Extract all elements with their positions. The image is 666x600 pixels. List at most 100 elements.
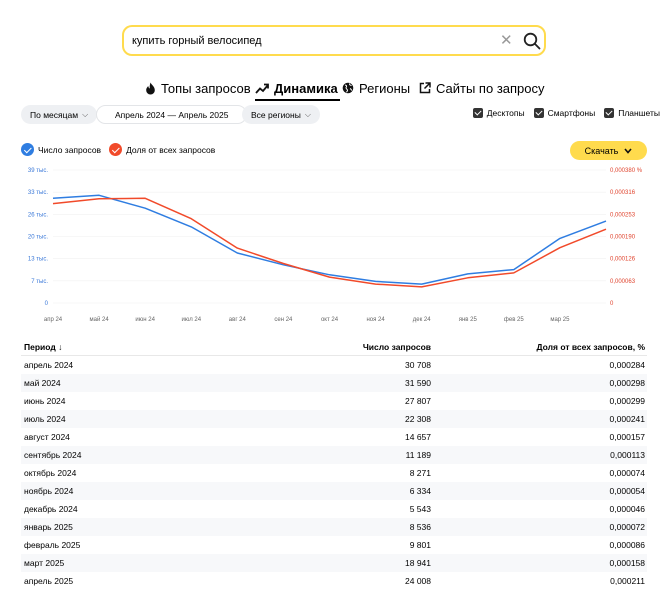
table-row: март 2025 18 941 0,000158 bbox=[21, 554, 647, 572]
tab-label: Топы запросов bbox=[161, 80, 251, 96]
y-right-tick-label: 0,000063 bbox=[610, 279, 636, 285]
x-tick-label: июл 24 bbox=[181, 317, 201, 323]
table-row: февраль 2025 9 801 0,000086 bbox=[21, 536, 647, 554]
cell-period: март 2025 bbox=[24, 558, 65, 568]
download-label: Скачать bbox=[584, 145, 619, 156]
tabs-bar: Топы запросов Динамика Регионы Сайты по … bbox=[0, 78, 666, 101]
date-range-label: Апрель 2024 — Апрель 2025 bbox=[115, 109, 229, 120]
cell-period: ноябрь 2024 bbox=[24, 486, 74, 496]
period-mode-label: По месяцам bbox=[30, 109, 79, 120]
table-row: ноябрь 2024 6 334 0,000054 bbox=[21, 482, 647, 500]
checkbox-tablet[interactable] bbox=[604, 108, 615, 118]
cell-count: 22 308 bbox=[405, 414, 431, 424]
x-tick-label: ноя 24 bbox=[366, 317, 385, 323]
table-row: апрель 2025 24 008 0,000211 bbox=[21, 572, 647, 590]
cell-share: 0,000074 bbox=[609, 468, 645, 478]
table-row: октябрь 2024 8 271 0,000074 bbox=[21, 464, 647, 482]
cell-count: 31 590 bbox=[405, 378, 431, 388]
cell-period: октябрь 2024 bbox=[24, 468, 77, 478]
table-body: апрель 2024 30 708 0,000284 май 2024 31 590 0… bbox=[21, 356, 647, 590]
tab-top-queries[interactable]: Топы запросов bbox=[145, 78, 251, 98]
cell-period: июль 2024 bbox=[24, 414, 66, 424]
x-tick-label: сен 24 bbox=[274, 317, 293, 323]
cell-count: 24 008 bbox=[405, 576, 431, 586]
chevron-down-icon: ⌵ bbox=[82, 109, 89, 119]
cell-count: 8 271 bbox=[409, 468, 431, 478]
cell-period: май 2024 bbox=[24, 378, 61, 388]
cell-share: 0,000284 bbox=[609, 360, 645, 370]
device-desktop[interactable]: Десктопы bbox=[472, 108, 525, 118]
y-left-tick-label: 33 тыс. bbox=[28, 190, 48, 196]
clear-icon[interactable]: ✕ bbox=[500, 32, 513, 49]
cell-count: 8 536 bbox=[409, 522, 431, 532]
device-filters: Десктопы Смартфоны Планшеты bbox=[472, 108, 660, 118]
x-tick-label: май 24 bbox=[90, 316, 110, 323]
checkbox-desktop[interactable] bbox=[472, 108, 483, 118]
cell-count: 5 543 bbox=[409, 504, 431, 514]
cell-count: 9 801 bbox=[409, 540, 431, 550]
x-tick-label: мар 25 bbox=[550, 317, 570, 323]
cell-share: 0,000241 bbox=[609, 414, 645, 424]
table-row: апрель 2024 30 708 0,000284 bbox=[21, 356, 647, 374]
check-circle-icon[interactable] bbox=[21, 143, 34, 156]
cell-share: 0,000072 bbox=[609, 522, 645, 532]
search-icon[interactable] bbox=[522, 31, 542, 51]
cell-count: 14 657 bbox=[405, 432, 431, 442]
cell-period: декабрь 2024 bbox=[24, 504, 78, 514]
header-period[interactable]: Период ↓ bbox=[24, 341, 63, 352]
cell-period: январь 2025 bbox=[24, 522, 73, 532]
x-tick-label: дек 24 bbox=[413, 317, 431, 323]
download-button[interactable]: Скачать bbox=[570, 141, 647, 160]
dynamics-chart: 0 0 7 тыс. 0,000063 13 тыс. 0,000126 20 тыс. 0,… bbox=[28, 168, 643, 323]
table-header: Период ↓ Число запросов Доля от всех зап… bbox=[21, 338, 647, 356]
cell-share: 0,000298 bbox=[609, 378, 645, 388]
x-tick-label: фев 25 bbox=[504, 317, 524, 323]
check-circle-icon[interactable] bbox=[109, 143, 123, 156]
header-count[interactable]: Число запросов bbox=[362, 341, 431, 352]
tab-sites[interactable]: Сайты по запросу bbox=[419, 78, 545, 98]
cell-count: 11 189 bbox=[405, 450, 431, 460]
tab-dynamics[interactable]: Динамика bbox=[255, 78, 340, 101]
tab-label: Сайты по запросу bbox=[436, 80, 545, 96]
checkbox-smartphone[interactable] bbox=[533, 108, 544, 118]
y-right-tick-label: 0,000190 bbox=[610, 235, 636, 241]
search-box[interactable]: ✕ bbox=[122, 25, 546, 56]
cell-share: 0,000157 bbox=[609, 432, 645, 442]
table-row: август 2024 14 657 0,000157 bbox=[21, 428, 647, 446]
cell-share: 0,000158 bbox=[609, 558, 645, 568]
fire-icon bbox=[146, 82, 155, 94]
legend-share[interactable]: Доля от всех запросов bbox=[109, 143, 215, 156]
cell-count: 27 807 bbox=[405, 396, 431, 406]
cell-share: 0,000113 bbox=[610, 450, 645, 460]
device-smartphone[interactable]: Смартфоны bbox=[533, 108, 595, 118]
cell-period: сентябрь 2024 bbox=[24, 450, 82, 460]
x-tick-label: авг 24 bbox=[229, 317, 247, 323]
cell-period: апрель 2025 bbox=[24, 576, 74, 586]
y-right-tick-label: 0,000380 % bbox=[610, 168, 643, 174]
y-left-tick-label: 39 тыс. bbox=[28, 168, 48, 174]
header-share[interactable]: Доля от всех запросов, % bbox=[536, 341, 645, 352]
x-tick-label: июн 24 bbox=[135, 317, 155, 323]
series-line-share bbox=[52, 197, 607, 288]
cell-share: 0,000086 bbox=[609, 540, 645, 550]
cell-period: июнь 2024 bbox=[24, 396, 66, 406]
regions-label: Все регионы bbox=[251, 109, 301, 120]
y-right-tick-label: 0,000316 bbox=[610, 190, 636, 196]
y-left-tick-label: 7 тыс. bbox=[31, 279, 48, 285]
cell-count: 18 941 bbox=[405, 558, 431, 568]
cell-share: 0,000054 bbox=[609, 486, 645, 496]
legend-count-label: Число запросов bbox=[38, 144, 102, 155]
period-mode-select[interactable]: По месяцам ⌵ bbox=[21, 105, 98, 124]
table-row: декабрь 2024 5 543 0,000046 bbox=[21, 500, 647, 518]
y-left-tick-label: 13 тыс. bbox=[28, 257, 48, 263]
regions-select[interactable]: Все регионы ⌵ bbox=[242, 105, 320, 124]
table-row: май 2024 31 590 0,000298 bbox=[21, 374, 647, 392]
cell-share: 0,000046 bbox=[609, 504, 645, 514]
y-right-tick-label: 0,000126 bbox=[610, 257, 636, 263]
cell-share: 0,000211 bbox=[610, 576, 645, 586]
search-input[interactable] bbox=[132, 32, 472, 50]
tab-regions[interactable]: Регионы bbox=[342, 78, 410, 98]
date-range-picker[interactable]: Апрель 2024 — Апрель 2025 bbox=[96, 105, 248, 124]
device-tablet[interactable]: Планшеты bbox=[604, 108, 660, 118]
legend-count[interactable]: Число запросов bbox=[21, 143, 101, 156]
